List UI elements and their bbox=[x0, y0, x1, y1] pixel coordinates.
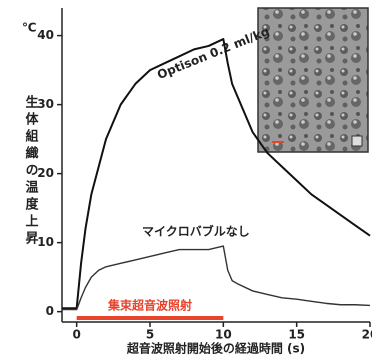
stimulus-label: 集束超音波照射 bbox=[107, 298, 192, 313]
series-annotation: Optison 0.2 ml/kg bbox=[155, 24, 271, 82]
x-tick-label: 5 bbox=[146, 328, 154, 342]
y-tick-label: 30 bbox=[37, 97, 54, 111]
series-line bbox=[62, 245, 371, 311]
inset-micrograph bbox=[257, 7, 369, 153]
x-tick-label: 20 bbox=[362, 328, 372, 342]
x-tick-label: 0 bbox=[72, 328, 80, 342]
series-line bbox=[62, 38, 371, 310]
y-tick-label: 40 bbox=[37, 28, 54, 42]
y-axis-label: 生体組織の温度上昇 bbox=[23, 94, 39, 248]
y-tick-label: 10 bbox=[37, 235, 54, 249]
unit-label: ℃ bbox=[22, 21, 37, 35]
y-tick-label: 0 bbox=[46, 304, 54, 318]
x-axis-label: 超音波照射開始後の経過時間 (s) bbox=[126, 341, 305, 356]
x-tick-label: 15 bbox=[288, 328, 305, 342]
y-tick-label: 20 bbox=[37, 166, 54, 180]
series-annotation: マイクロバブルなし bbox=[142, 224, 250, 239]
x-tick-label: 10 bbox=[215, 328, 232, 342]
